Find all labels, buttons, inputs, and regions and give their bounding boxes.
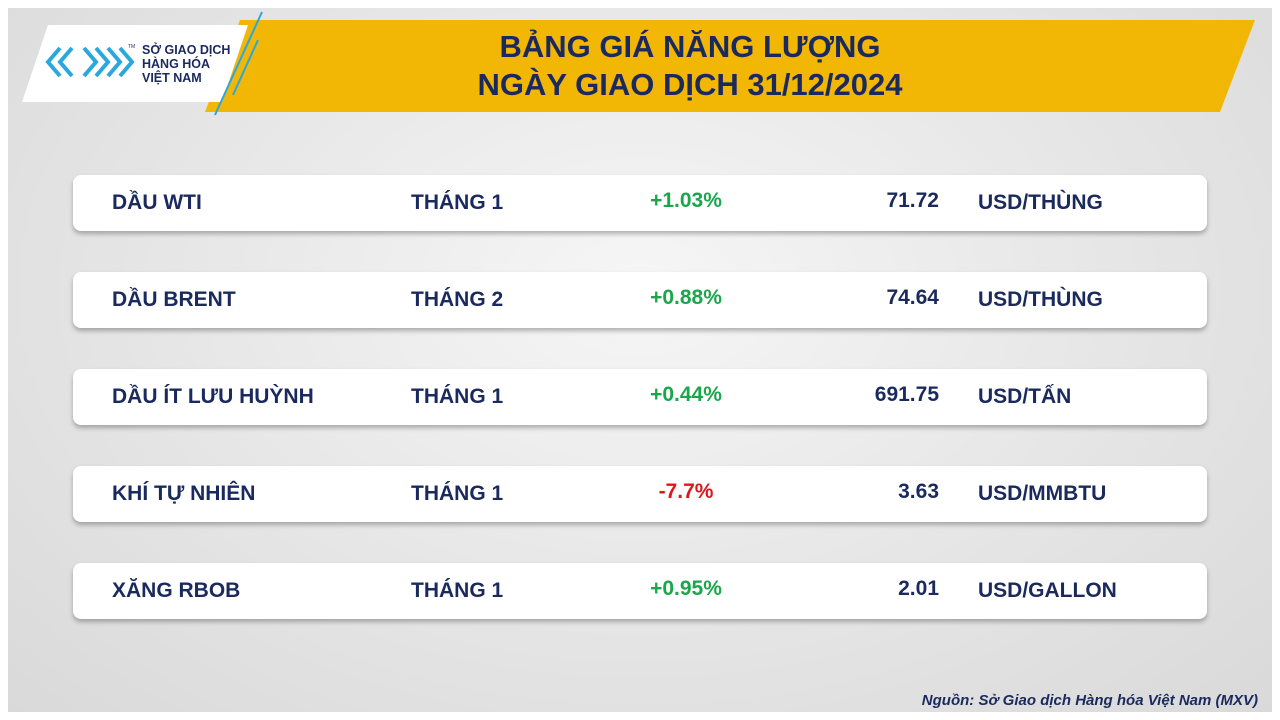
contract-month: THÁNG 1 [411, 385, 504, 408]
table-row: XĂNG RBOB THÁNG 1 +0.95% 2.01 USD/GALLON [73, 563, 1207, 619]
price: 3.63 [898, 480, 939, 503]
contract-month: THÁNG 2 [411, 288, 504, 311]
logo-text: VIỆT NAM [142, 71, 202, 85]
contract-month: THÁNG 1 [411, 191, 504, 214]
unit: USD/MMBTU [978, 482, 1107, 505]
commodity: KHÍ TỰ NHIÊN [112, 482, 256, 505]
commodity: DẦU WTI [112, 191, 202, 214]
unit: USD/GALLON [978, 579, 1117, 602]
change: +0.88% [650, 286, 722, 309]
commodity: XĂNG RBOB [112, 579, 241, 602]
trademark: TM [128, 44, 136, 50]
change: -7.7% [658, 480, 714, 503]
contract-month: THÁNG 1 [411, 482, 504, 505]
table-row: DẦU WTI THÁNG 1 +1.03% 71.72 USD/THÙNG [73, 175, 1207, 231]
price: 2.01 [898, 577, 939, 600]
price: 71.72 [886, 189, 939, 212]
change: +0.95% [650, 577, 722, 600]
unit: USD/THÙNG [978, 288, 1103, 311]
change: +1.03% [650, 189, 722, 212]
unit: USD/THÙNG [978, 191, 1103, 214]
table-row: DẦU BRENT THÁNG 2 +0.88% 74.64 USD/THÙNG [73, 272, 1207, 328]
logo-text: SỞ GIAO DỊCH [142, 43, 231, 57]
table-row: KHÍ TỰ NHIÊN THÁNG 1 -7.7% 3.63 USD/MMBTU [73, 466, 1207, 522]
accent-line [214, 11, 263, 116]
table-row: DẦU ÍT LƯU HUỲNH THÁNG 1 +0.44% 691.75 USD/T… [73, 369, 1207, 425]
title: BẢNG GIÁ NĂNG LƯỢNG [499, 29, 881, 64]
title: NGÀY GIAO DỊCH 31/12/2024 [477, 67, 903, 102]
commodity: DẦU BRENT [112, 288, 236, 311]
price: 691.75 [874, 383, 939, 406]
source: Nguồn: Sở Giao dịch Hàng hóa Việt Nam (M… [921, 692, 1258, 709]
unit: USD/TẤN [978, 385, 1072, 408]
change: +0.44% [650, 383, 722, 406]
accent-line [232, 39, 259, 96]
logo-icon [45, 46, 135, 78]
contract-month: THÁNG 1 [411, 579, 504, 602]
price: 74.64 [886, 286, 939, 309]
header-band [205, 20, 1255, 112]
logo-box [22, 25, 248, 102]
commodity: DẦU ÍT LƯU HUỲNH [112, 385, 314, 408]
logo-text: HÀNG HÓA [142, 57, 211, 71]
